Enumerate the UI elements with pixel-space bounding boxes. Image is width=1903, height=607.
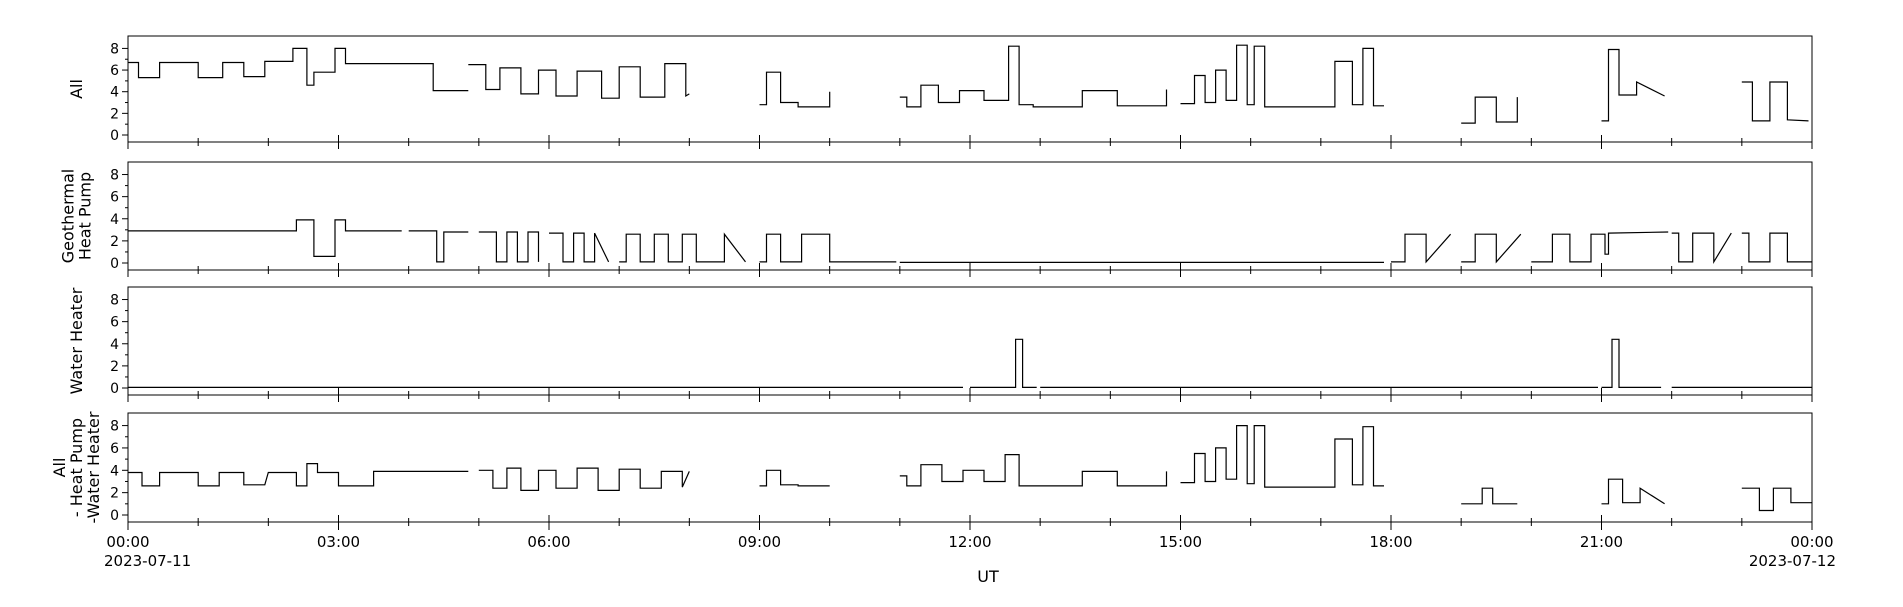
power-trace-segment	[759, 469, 830, 487]
power-trace-segment	[128, 463, 469, 487]
power-trace-segment	[128, 47, 469, 92]
y-tick-label: 0	[110, 508, 119, 524]
panel-frame	[127, 161, 1813, 271]
power-trace-segment	[759, 71, 831, 108]
end-date-label: 2023-07-12	[1749, 552, 1836, 570]
power-trace-segment	[1180, 425, 1384, 488]
y-axis-title: All	[67, 79, 86, 99]
power-trace-segment	[478, 467, 690, 491]
y-tick-label: 0	[110, 128, 119, 144]
y-tick-label: 8	[110, 293, 119, 309]
y-tick-label: 6	[110, 315, 119, 331]
power-trace-segment	[1601, 338, 1662, 388]
power-trace-segment	[1741, 487, 1812, 512]
x-tick-label: 18:00	[1369, 533, 1412, 551]
x-tick-label: 12:00	[948, 533, 991, 551]
power-trace-segment	[1531, 231, 1669, 263]
y-axis-title: - Heat Pump	[67, 418, 86, 517]
power-trace-segment	[899, 454, 1168, 487]
power-trace-segment	[1601, 478, 1665, 505]
power-trace-segment	[1671, 232, 1732, 265]
y-axis-title: -Water Heater	[84, 411, 103, 523]
y-tick-label: 4	[110, 337, 119, 353]
power-trace-segment	[1741, 81, 1809, 122]
y-tick-label: 6	[110, 63, 119, 79]
y-tick-label: 6	[110, 441, 119, 457]
x-tick-label: 00:00	[106, 533, 149, 551]
x-axis-title: UT	[977, 567, 999, 586]
power-trace-segment	[549, 232, 610, 263]
power-trace-segment	[1601, 48, 1665, 122]
power-trace-segment	[619, 232, 746, 263]
y-tick-label: 8	[110, 41, 119, 57]
power-trace-segment	[759, 233, 897, 263]
y-tick-label: 2	[110, 234, 119, 250]
power-trace-segment	[128, 219, 402, 257]
power-trace-segment	[1461, 487, 1518, 505]
power-trace-segment	[1391, 233, 1452, 264]
power-trace-segment	[970, 338, 1037, 388]
y-tick-label: 8	[110, 419, 119, 435]
start-date-label: 2023-07-11	[104, 552, 191, 570]
y-axis-title: Geothermal	[59, 169, 78, 263]
power-trace-segment	[478, 231, 540, 263]
y-axis-title: All	[50, 458, 69, 478]
x-tick-label: 15:00	[1159, 533, 1202, 551]
panel-1: 0 2 4 6 8 All	[67, 35, 1813, 149]
panel-frame	[127, 35, 1813, 143]
panel-frame	[127, 412, 1813, 523]
x-tick-label: 06:00	[527, 533, 570, 551]
power-trace-segment	[1180, 44, 1384, 108]
time-axis: 00:00 03:00 06:00 09:00 12:00 15:00 18:00 21:00…	[104, 522, 1836, 570]
y-tick-label: 4	[110, 212, 119, 228]
x-tick-label: 09:00	[738, 533, 781, 551]
power-trace-segment	[899, 45, 1168, 108]
power-trace-segment	[1741, 232, 1812, 263]
x-tick-label: 21:00	[1580, 533, 1623, 551]
x-tick-label: 00:00	[1790, 533, 1833, 551]
panel-4: 0 2 4 6 8 All- Heat Pump-Water Heater	[50, 411, 1813, 524]
panel-3: 0 2 4 6 8 Water Heater	[67, 286, 1813, 402]
y-tick-label: 6	[110, 190, 119, 206]
y-tick-label: 4	[110, 85, 119, 101]
y-tick-label: 0	[110, 256, 119, 272]
power-trace-segment	[1461, 96, 1518, 124]
y-tick-label: 4	[110, 463, 119, 479]
y-tick-label: 2	[110, 486, 119, 502]
power-trace-segment	[1461, 233, 1522, 264]
y-axis-title: Water Heater	[67, 287, 86, 394]
y-tick-label: 2	[110, 106, 119, 122]
x-tick-label: 03:00	[317, 533, 360, 551]
y-tick-label: 0	[110, 381, 119, 397]
panel-frame	[127, 286, 1813, 396]
y-axis-title: Heat Pump	[76, 172, 95, 260]
y-tick-label: 8	[110, 168, 119, 184]
power-trace-segment	[408, 230, 469, 263]
y-tick-label: 2	[110, 359, 119, 375]
power-trace-segment	[468, 62, 690, 99]
